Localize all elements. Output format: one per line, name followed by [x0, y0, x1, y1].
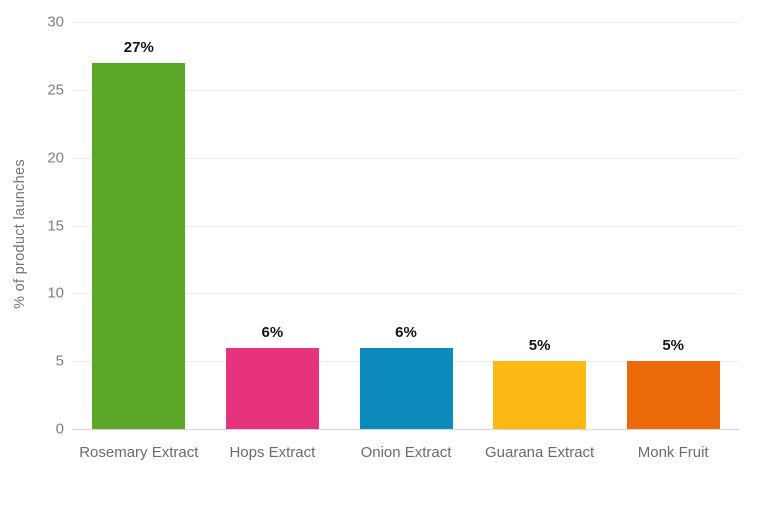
bar-value-label-4: 5% — [662, 337, 685, 355]
bar-0 — [92, 62, 186, 429]
x-category-label-0: Rosemary Extract — [79, 444, 199, 461]
bar-4 — [626, 361, 720, 429]
bar-value-label-0: 27% — [123, 38, 154, 56]
gridline-25 — [72, 89, 740, 91]
y-tick-label-5: 5 — [55, 352, 64, 370]
bar-1 — [225, 347, 319, 429]
x-category-label-3: Guarana Extract — [484, 444, 595, 461]
gridline-10 — [72, 293, 740, 295]
x-category-label-4: Monk Fruit — [637, 444, 709, 461]
gridline-30 — [72, 22, 740, 23]
y-tick-label-10: 10 — [47, 284, 64, 302]
bar-value-label-1: 6% — [261, 323, 284, 341]
bar-3 — [493, 361, 587, 429]
y-tick-label-30: 30 — [47, 13, 64, 31]
plot-area: 30 25 20 15 10 5 0 27% Rosemary Extract 6% Hops Ex… — [47, 15, 740, 461]
y-tick-label-20: 20 — [47, 149, 64, 167]
x-category-label-2: Onion Extract — [360, 444, 452, 461]
gridline-15 — [72, 225, 740, 227]
gridline-0 — [72, 429, 740, 430]
y-tick-label-0: 0 — [55, 420, 64, 438]
bar-value-label-3: 5% — [528, 337, 551, 355]
x-category-label-1: Hops Extract — [229, 444, 316, 461]
bar-value-label-2: 6% — [395, 323, 417, 341]
bar-2 — [359, 347, 453, 429]
y-tick-label-15: 15 — [47, 217, 64, 234]
y-tick-label-25: 25 — [47, 81, 64, 99]
gridline-20 — [72, 157, 740, 159]
